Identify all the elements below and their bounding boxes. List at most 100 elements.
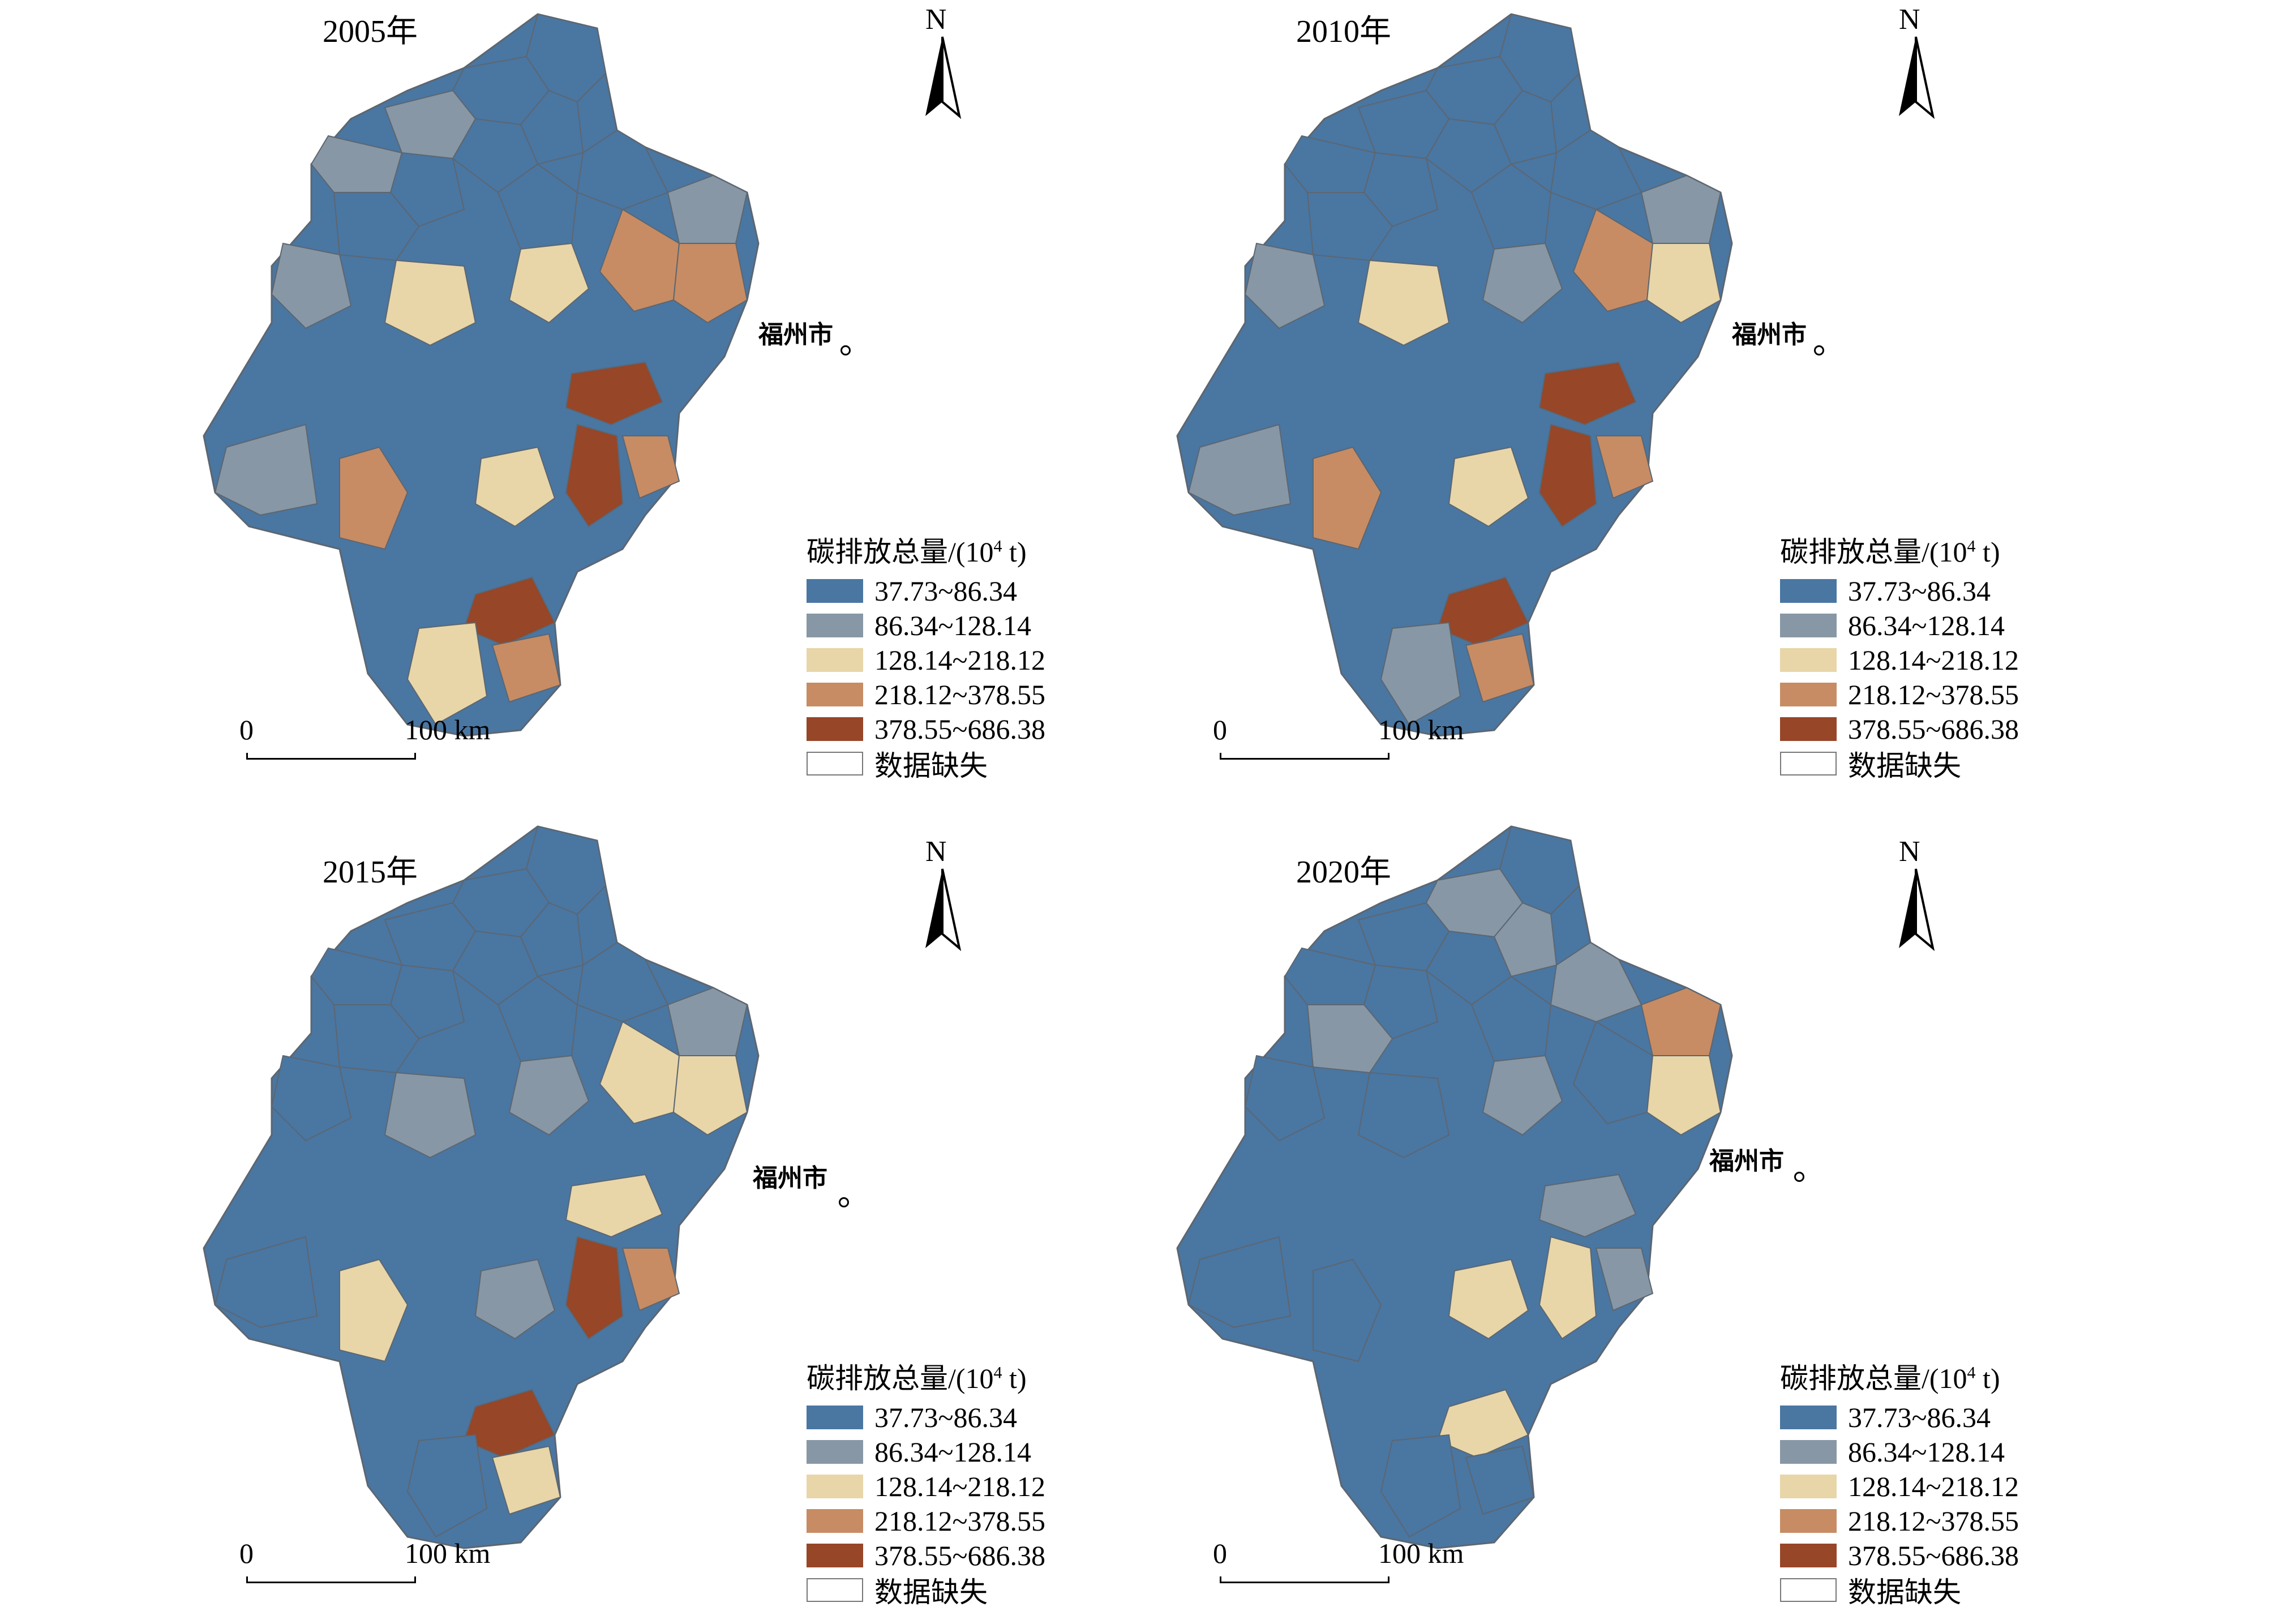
legend-item: 86.34~128.14 — [1780, 1434, 2019, 1469]
county-region — [384, 1072, 477, 1159]
legend-swatch — [1780, 751, 1837, 775]
legend-title: 碳排放总量/(104 t) — [1780, 1362, 2000, 1394]
county-region — [333, 1004, 420, 1074]
land-group — [203, 13, 760, 737]
north-arrow-left — [925, 869, 942, 948]
legend-label: 数据缺失 — [874, 749, 988, 782]
legend: 碳排放总量/(104 t) 37.73~86.34 86.34~128.14 128… — [1780, 529, 2019, 782]
county-region — [1482, 242, 1563, 324]
north-arrow-right — [941, 36, 962, 119]
legend-swatch — [1780, 1405, 1837, 1429]
county-region — [672, 243, 748, 324]
county-region — [1363, 964, 1439, 1040]
city-label: 福州市 — [1709, 1147, 1784, 1175]
legend-swatch — [1780, 579, 1837, 603]
legend-label: 128.14~218.12 — [1848, 644, 2019, 676]
legend-item: 218.12~378.55 — [1780, 677, 2019, 712]
legend-swatch — [1780, 1439, 1837, 1464]
province-map — [203, 13, 760, 737]
legend: 碳排放总量/(104 t) 37.73~86.34 86.34~128.14 128… — [807, 1356, 1045, 1608]
legend-rows: 37.73~86.34 86.34~128.14 128.14~218.12 218.… — [1780, 1400, 2019, 1608]
legend-item: 218.12~378.55 — [807, 1503, 1045, 1538]
county-region — [1646, 1055, 1722, 1136]
land-group — [1176, 13, 1733, 737]
county-region — [384, 259, 477, 346]
legend-title: 碳排放总量/(104 t) — [807, 1362, 1027, 1394]
legend-label: 378.55~686.38 — [874, 1539, 1046, 1571]
map-panel-2020: 2020年 N 福州市 碳排放总量/(104 t) 37.73~86.34 86.… — [1030, 812, 2019, 1622]
county-region — [1363, 152, 1439, 228]
legend-rows: 37.73~86.34 86.34~128.14 128.14~218.12 218.… — [807, 1400, 1045, 1608]
county-region — [1313, 446, 1382, 550]
legend-item: 378.55~686.38 — [1780, 1538, 2019, 1572]
county-region — [1436, 576, 1529, 646]
county-region — [621, 435, 680, 499]
county-region — [1538, 423, 1597, 528]
county-region — [599, 1021, 680, 1125]
legend-label: 37.73~86.34 — [874, 575, 1018, 607]
city-marker-icon — [839, 1197, 849, 1207]
county-region — [1313, 1258, 1382, 1362]
county-region — [1538, 1173, 1637, 1238]
land-group — [1176, 825, 1733, 1549]
north-label: N — [1899, 3, 1920, 36]
legend-item: 128.14~218.12 — [807, 1469, 1045, 1503]
county-region — [599, 208, 680, 312]
legend-swatch — [807, 1405, 863, 1429]
legend-swatch — [807, 682, 863, 706]
year-title: 2015年 — [323, 855, 418, 890]
legend-label: 128.14~218.12 — [874, 644, 1046, 676]
legend-item: 218.12~378.55 — [1780, 1503, 2019, 1538]
legend-label: 37.73~86.34 — [874, 1401, 1018, 1433]
scale-line — [246, 753, 416, 760]
county-region — [1470, 975, 1552, 1062]
legend-item: 128.14~218.12 — [807, 642, 1045, 677]
county-region — [1572, 208, 1654, 312]
north-arrow-right — [1915, 868, 1935, 951]
legend-item: 378.55~686.38 — [807, 712, 1045, 746]
scale-line — [246, 1576, 416, 1583]
legend-label: 37.73~86.34 — [1848, 1401, 1991, 1433]
legend-swatch — [1780, 1509, 1837, 1533]
county-region — [389, 964, 465, 1040]
legend-swatch — [807, 1474, 863, 1498]
legend-title: 碳排放总量/(104 t) — [807, 536, 1027, 568]
legend-item: 数据缺失 — [1780, 746, 2019, 782]
county-region — [339, 1258, 409, 1362]
legend-label: 数据缺失 — [1848, 749, 1961, 782]
scale-end-label: 100 km — [1378, 1537, 1464, 1569]
county-region — [474, 446, 556, 528]
scale-zero-label: 0 — [1213, 1537, 1227, 1569]
scale-line — [1220, 753, 1389, 760]
legend-swatch — [1780, 1578, 1837, 1602]
county-region — [667, 174, 748, 244]
county-region — [491, 633, 561, 703]
legend-label: 86.34~128.14 — [1848, 609, 2005, 641]
legend: 碳排放总量/(104 t) 37.73~86.34 86.34~128.14 128… — [1780, 1356, 2019, 1608]
province-map — [203, 825, 760, 1549]
map-panel-2015: 2015年 N 福州市 碳排放总量/(104 t) 37.73~86.34 86.… — [57, 812, 1045, 1622]
county-region — [497, 975, 578, 1062]
county-region — [1493, 89, 1558, 165]
legend-swatch — [807, 1509, 863, 1533]
legend-label: 218.12~378.55 — [874, 1505, 1046, 1537]
legend-item: 378.55~686.38 — [807, 1538, 1045, 1572]
legend-label: 86.34~128.14 — [874, 609, 1032, 641]
county-region — [1482, 1055, 1563, 1136]
north-label: N — [925, 835, 947, 868]
legend-label: 数据缺失 — [1848, 1576, 1961, 1608]
county-region — [508, 242, 590, 324]
north-arrow-icon — [925, 36, 962, 119]
county-region — [1380, 622, 1461, 726]
county-region — [1640, 987, 1722, 1056]
land-group — [203, 825, 760, 1549]
county-region — [1640, 174, 1722, 244]
county-region — [520, 902, 584, 978]
county-region — [1470, 163, 1552, 250]
legend-swatch — [807, 1543, 863, 1567]
legend-label: 218.12~378.55 — [874, 678, 1046, 710]
county-region — [1244, 1055, 1326, 1142]
scale-zero-label: 0 — [239, 714, 254, 745]
legend-swatch — [807, 648, 863, 672]
legend-swatch — [807, 1578, 863, 1602]
